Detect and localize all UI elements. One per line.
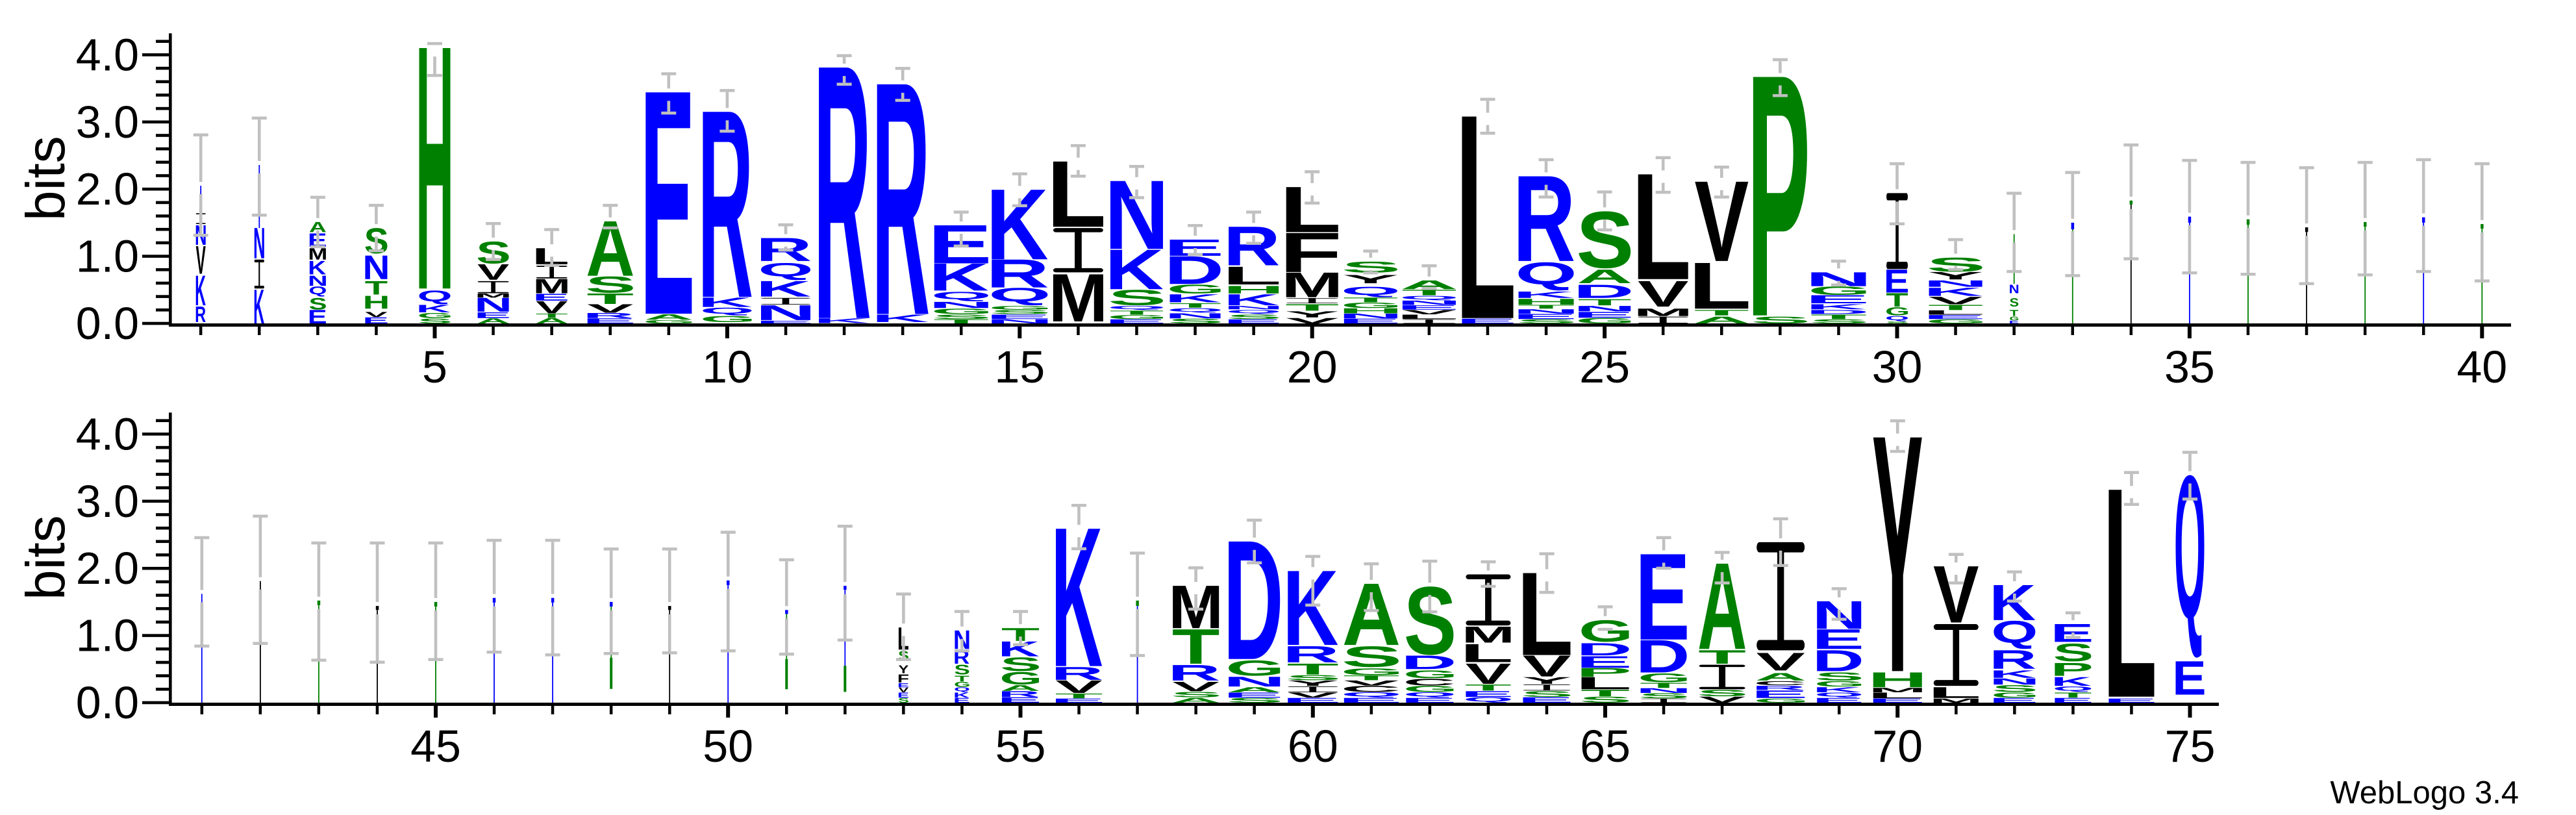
svg-text:bits: bits [15, 515, 76, 600]
svg-text:2.0: 2.0 [76, 543, 139, 594]
svg-text:2.0: 2.0 [76, 164, 139, 214]
svg-text:WebLogo 3.4: WebLogo 3.4 [2330, 775, 2519, 810]
svg-text:55: 55 [995, 721, 1046, 771]
svg-text:0.0: 0.0 [76, 298, 139, 349]
svg-text:60: 60 [1288, 721, 1338, 771]
svg-text:75: 75 [2165, 721, 2216, 771]
svg-text:35: 35 [2164, 342, 2215, 392]
svg-text:40: 40 [2457, 342, 2507, 392]
svg-text:0.0: 0.0 [76, 677, 139, 728]
svg-text:45: 45 [410, 721, 461, 771]
svg-text:70: 70 [1872, 721, 1923, 771]
svg-text:bits: bits [15, 136, 76, 221]
svg-text:3.0: 3.0 [76, 476, 139, 527]
svg-text:4.0: 4.0 [76, 408, 139, 459]
svg-text:20: 20 [1287, 342, 1338, 392]
svg-text:25: 25 [1579, 342, 1630, 392]
svg-text:65: 65 [1580, 721, 1631, 771]
svg-text:5: 5 [422, 342, 447, 392]
svg-text:10: 10 [702, 342, 753, 392]
svg-text:1.0: 1.0 [76, 610, 139, 661]
svg-text:50: 50 [703, 721, 753, 771]
svg-text:30: 30 [1872, 342, 1923, 392]
svg-text:1.0: 1.0 [76, 231, 139, 282]
svg-text:4.0: 4.0 [76, 29, 139, 80]
svg-text:15: 15 [994, 342, 1045, 392]
svg-text:3.0: 3.0 [76, 97, 139, 147]
